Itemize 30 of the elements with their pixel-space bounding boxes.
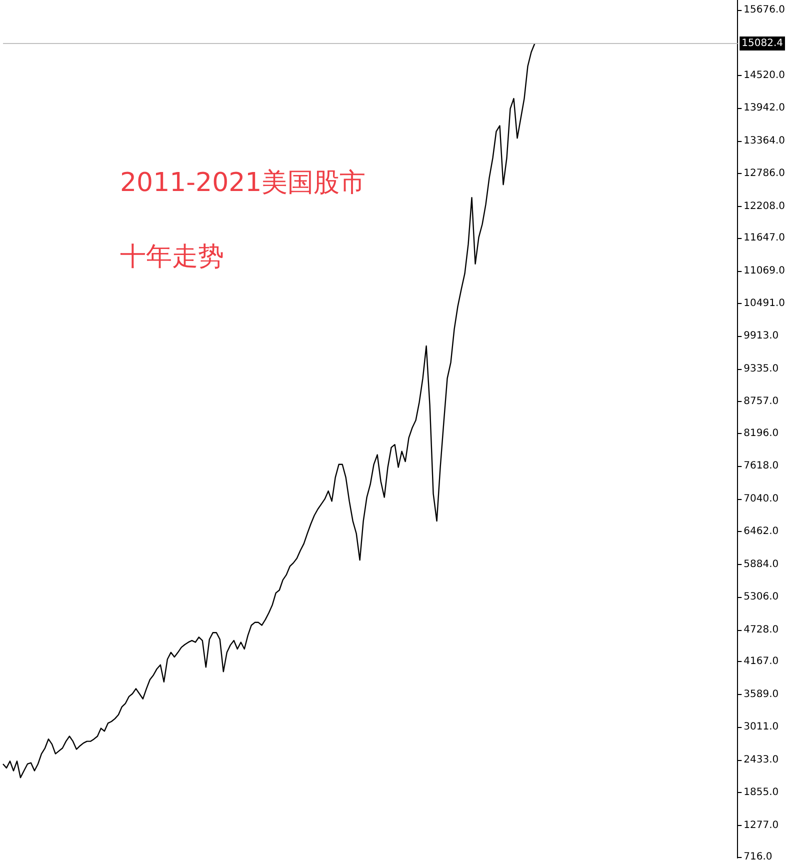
y-tick-label: 2433.0 [744,754,779,766]
y-tick-label: 11647.0 [744,232,786,244]
y-tick-label: 15676.0 [744,4,786,16]
y-tick-label: 12208.0 [744,200,786,212]
y-tick-label: 4728.0 [744,624,779,636]
y-tick-label: 7618.0 [744,460,779,472]
y-tick-label: 1855.0 [744,787,779,798]
y-tick-label: 716.0 [744,852,772,863]
y-tick-label: 13364.0 [744,135,786,146]
y-tick-label: 3589.0 [744,688,779,700]
y-tick-label: 11069.0 [744,265,786,276]
y-tick-label: 13942.0 [744,102,786,114]
y-tick-label: 6462.0 [744,526,779,538]
y-tick-label: 5306.0 [744,592,779,603]
y-tick-label: 14520.0 [744,70,786,81]
y-tick-label: 9335.0 [744,363,779,374]
y-tick-label: 5884.0 [744,558,779,570]
text: 2011-2021美国股市 [120,168,366,198]
line-series [2,42,536,778]
y-tick-label: 12786.0 [744,168,786,180]
y-tick-label: 1277.0 [744,820,779,831]
y-tick-label: 3011.0 [744,722,779,733]
y-tick-label: 4167.0 [744,656,779,668]
y-tick-label: 10491.0 [744,298,786,309]
ref-line-label: 15082.4 [742,38,784,49]
y-tick-label: 9913.0 [744,330,779,342]
text: 十年走势 [120,242,224,272]
y-tick-label: 8757.0 [744,396,779,408]
y-tick-label: 7040.0 [744,493,779,504]
y-tick-label: 8196.0 [744,428,779,439]
